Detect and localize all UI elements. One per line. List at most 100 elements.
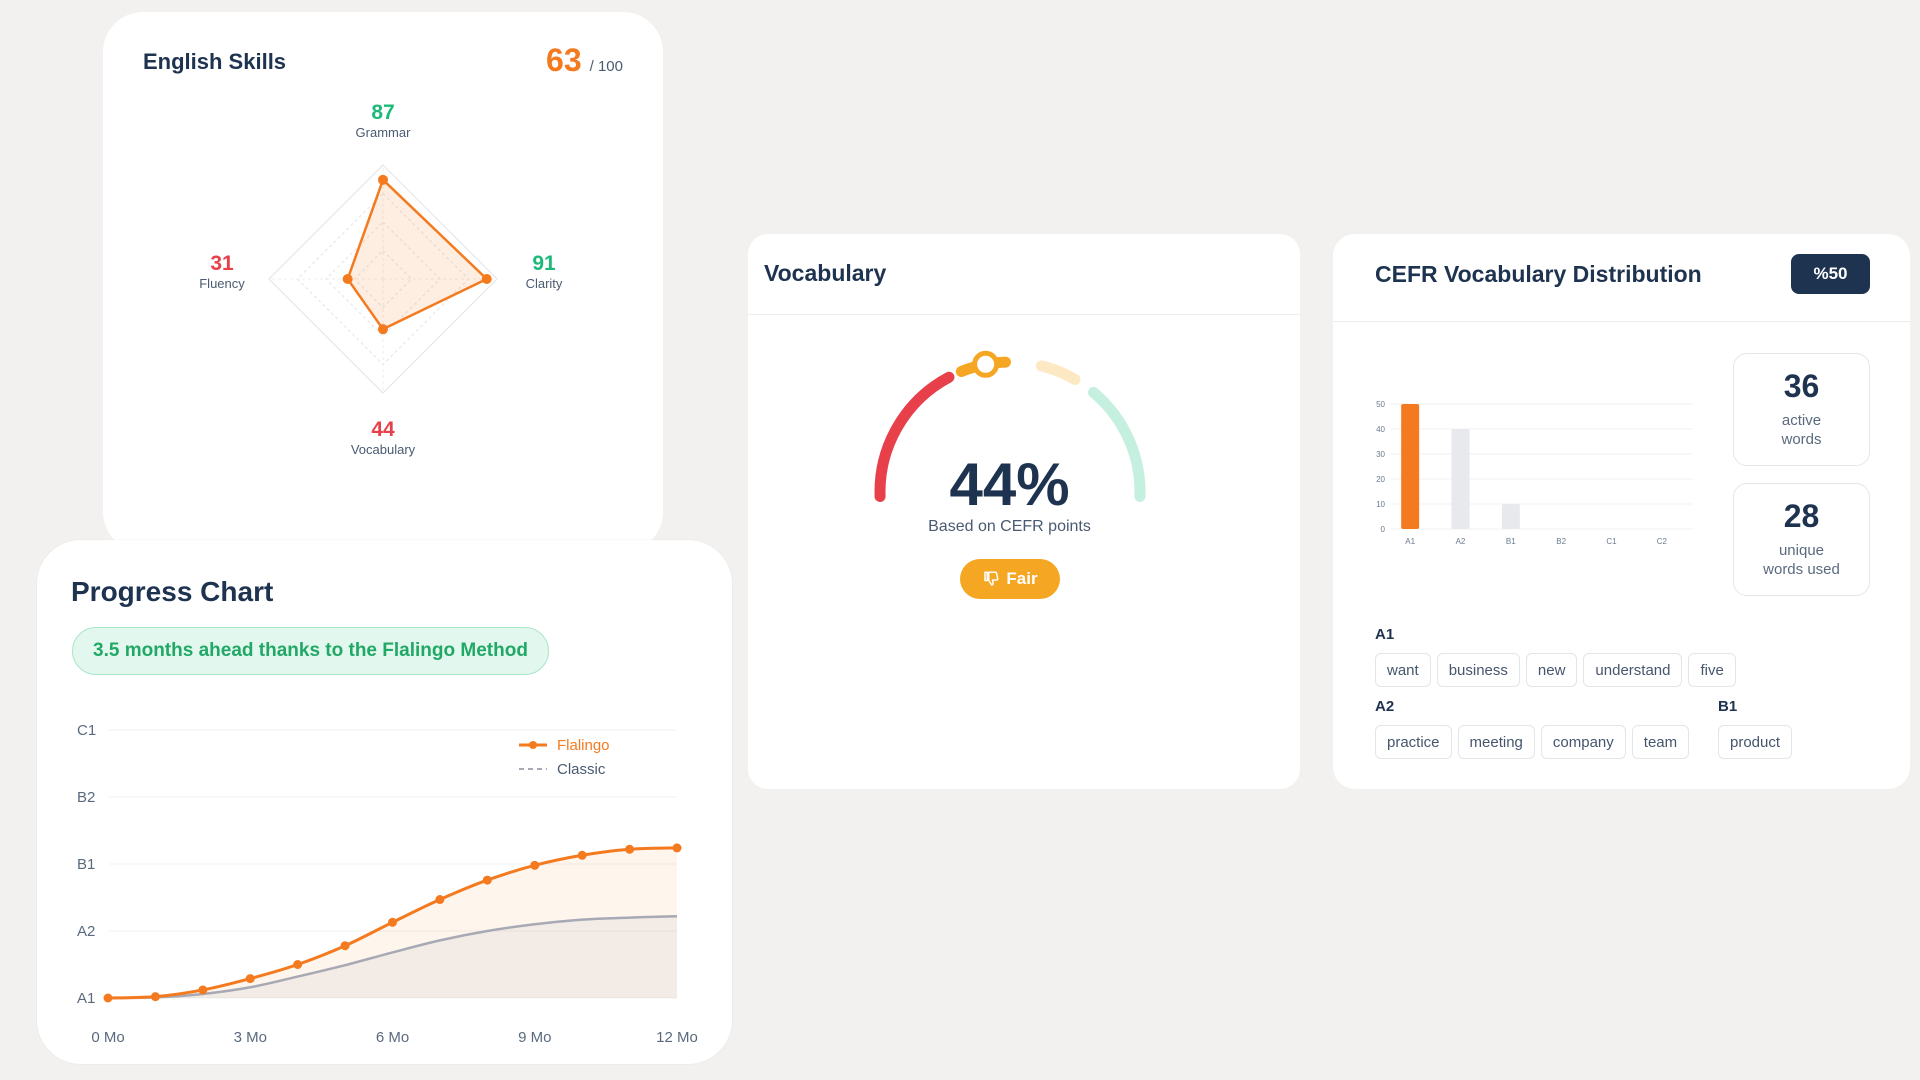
radar-point-grammar xyxy=(378,174,388,185)
legend-flalingo-dot xyxy=(529,741,537,749)
cefr-card-header xyxy=(1333,234,1910,322)
gauge-segment-high xyxy=(1088,386,1146,503)
cefr-distribution-card: CEFR Vocabulary Distribution %50 0 10 20 30… xyxy=(1333,234,1910,789)
vocabulary-card: Vocabulary 44% Based on CEFR points Fair xyxy=(748,234,1300,789)
y-tick-label: C1 xyxy=(77,722,96,739)
cefr-bar-a2 xyxy=(1451,429,1470,529)
unique-words-label-1: unique xyxy=(1778,542,1825,559)
vocabulary-card-header xyxy=(748,234,1300,315)
cefr-y-tick-label: 20 xyxy=(1376,475,1385,484)
cefr-x-tick-label: C2 xyxy=(1657,537,1668,546)
level-label-a2: A2 xyxy=(1375,698,1395,715)
word-chip: business xyxy=(1436,653,1520,687)
radar-value-area xyxy=(346,178,488,331)
radar-value-vocabulary: 44 xyxy=(371,418,395,441)
cefr-y-tick-label: 50 xyxy=(1376,400,1385,409)
gauge-segment-low xyxy=(874,371,955,503)
overall-score-value: 63 xyxy=(546,42,582,78)
flalingo-point xyxy=(388,917,397,927)
vocabulary-percent: 44% xyxy=(949,451,1070,518)
cefr-x-tick-label: C1 xyxy=(1606,537,1617,546)
thumbs-down-icon xyxy=(984,571,999,586)
cefr-x-tick-label: B2 xyxy=(1556,537,1566,546)
active-words-label-1: active xyxy=(1781,412,1822,429)
word-chip: new xyxy=(1525,653,1578,687)
cefr-y-tick-label: 0 xyxy=(1381,525,1386,534)
legend-flalingo-label: Flalingo xyxy=(557,737,610,754)
unique-words-count: 28 xyxy=(1783,498,1820,534)
a2-word-chips: practice meeting company team xyxy=(1375,725,1690,759)
active-words-count: 36 xyxy=(1783,368,1820,404)
cefr-percent-badge: %50 xyxy=(1791,254,1870,294)
overall-score-max: / 100 xyxy=(589,58,623,75)
flalingo-point xyxy=(103,993,113,1003)
level-label-b1: B1 xyxy=(1718,698,1738,715)
overall-score: 63 / 100 xyxy=(546,42,623,79)
cefr-x-tick-label: A2 xyxy=(1456,537,1466,546)
flalingo-point xyxy=(625,844,635,854)
word-chip: team xyxy=(1631,725,1690,759)
y-tick-label: A1 xyxy=(77,990,95,1007)
english-skills-card: English Skills 63 / 100 87 Grammar 91 Clari… xyxy=(103,12,663,552)
unique-words-label-2: words used xyxy=(1763,561,1840,578)
flalingo-point xyxy=(482,875,492,885)
y-tick-label: B2 xyxy=(77,789,95,806)
radar-point-clarity xyxy=(481,274,492,284)
flalingo-point xyxy=(435,895,445,905)
radar-value-fluency: 31 xyxy=(210,252,234,275)
cefr-bar-a1 xyxy=(1401,404,1420,529)
radar-point-vocabulary xyxy=(378,324,388,335)
vocabulary-rating-label: Fair xyxy=(1006,569,1038,588)
word-chip: company xyxy=(1540,725,1626,759)
progress-line-chart: A1 A2 B1 B2 C1 0 Mo 3 Mo 6 Mo 9 Mo 12 Mo Flalingo C… xyxy=(77,722,698,1046)
progress-chart-title: Progress Chart xyxy=(71,576,274,607)
radar-value-clarity: 91 xyxy=(532,252,556,275)
cefr-title: CEFR Vocabulary Distribution xyxy=(1375,261,1702,287)
flalingo-point xyxy=(293,960,303,969)
b1-word-chips: product xyxy=(1718,725,1793,759)
cefr-y-tick-label: 10 xyxy=(1376,500,1385,509)
cefr-y-tick-label: 30 xyxy=(1376,450,1385,459)
cefr-bar-b1 xyxy=(1501,504,1520,529)
cefr-y-tick-label: 40 xyxy=(1376,425,1385,434)
word-chip: understand xyxy=(1583,653,1683,687)
radar-label-clarity: Clarity xyxy=(526,276,563,291)
word-chip: product xyxy=(1718,725,1793,759)
x-tick-label: 3 Mo xyxy=(234,1029,267,1046)
flalingo-point xyxy=(577,850,587,860)
word-chip: want xyxy=(1375,653,1431,687)
cefr-x-tick-label: A1 xyxy=(1405,537,1415,546)
x-tick-label: 0 Mo xyxy=(91,1029,124,1046)
x-tick-label: 9 Mo xyxy=(518,1029,551,1046)
english-skills-title: English Skills xyxy=(143,49,287,74)
vocabulary-basis-text: Based on CEFR points xyxy=(928,518,1091,535)
flalingo-point xyxy=(672,843,682,853)
x-tick-label: 6 Mo xyxy=(376,1029,409,1046)
x-tick-label: 12 Mo xyxy=(656,1029,698,1046)
radar-point-fluency xyxy=(342,274,353,284)
unique-words-stat: 28 unique words used xyxy=(1733,483,1870,596)
word-chip: practice xyxy=(1375,725,1452,759)
cefr-bar-chart: 0 10 20 30 40 50 A1 A2 B1 B2 C1 C2 xyxy=(1376,400,1693,546)
radar-grid-ring xyxy=(268,164,498,394)
level-label-a1: A1 xyxy=(1375,626,1395,643)
gauge-marker xyxy=(972,350,1000,378)
y-tick-label: A2 xyxy=(77,923,95,940)
flalingo-point xyxy=(245,974,255,984)
radar-label-fluency: Fluency xyxy=(199,276,245,291)
radar-grid-ring xyxy=(353,249,413,309)
flalingo-point xyxy=(340,941,350,951)
vocabulary-gauge xyxy=(874,350,1146,503)
flalingo-point xyxy=(198,985,208,995)
radar-label-grammar: Grammar xyxy=(356,125,412,140)
classic-area xyxy=(108,916,677,998)
legend-classic-label: Classic xyxy=(557,761,606,778)
cefr-x-tick-label: B1 xyxy=(1506,537,1516,546)
vocabulary-title: Vocabulary xyxy=(764,260,887,286)
a1-word-chips: want business new understand five xyxy=(1375,653,1736,687)
progress-note-badge: 3.5 months ahead thanks to the Flalingo … xyxy=(72,627,549,675)
radar-label-vocabulary: Vocabulary xyxy=(351,442,416,457)
active-words-label-2: words xyxy=(1781,431,1822,448)
flalingo-point xyxy=(150,992,160,1002)
